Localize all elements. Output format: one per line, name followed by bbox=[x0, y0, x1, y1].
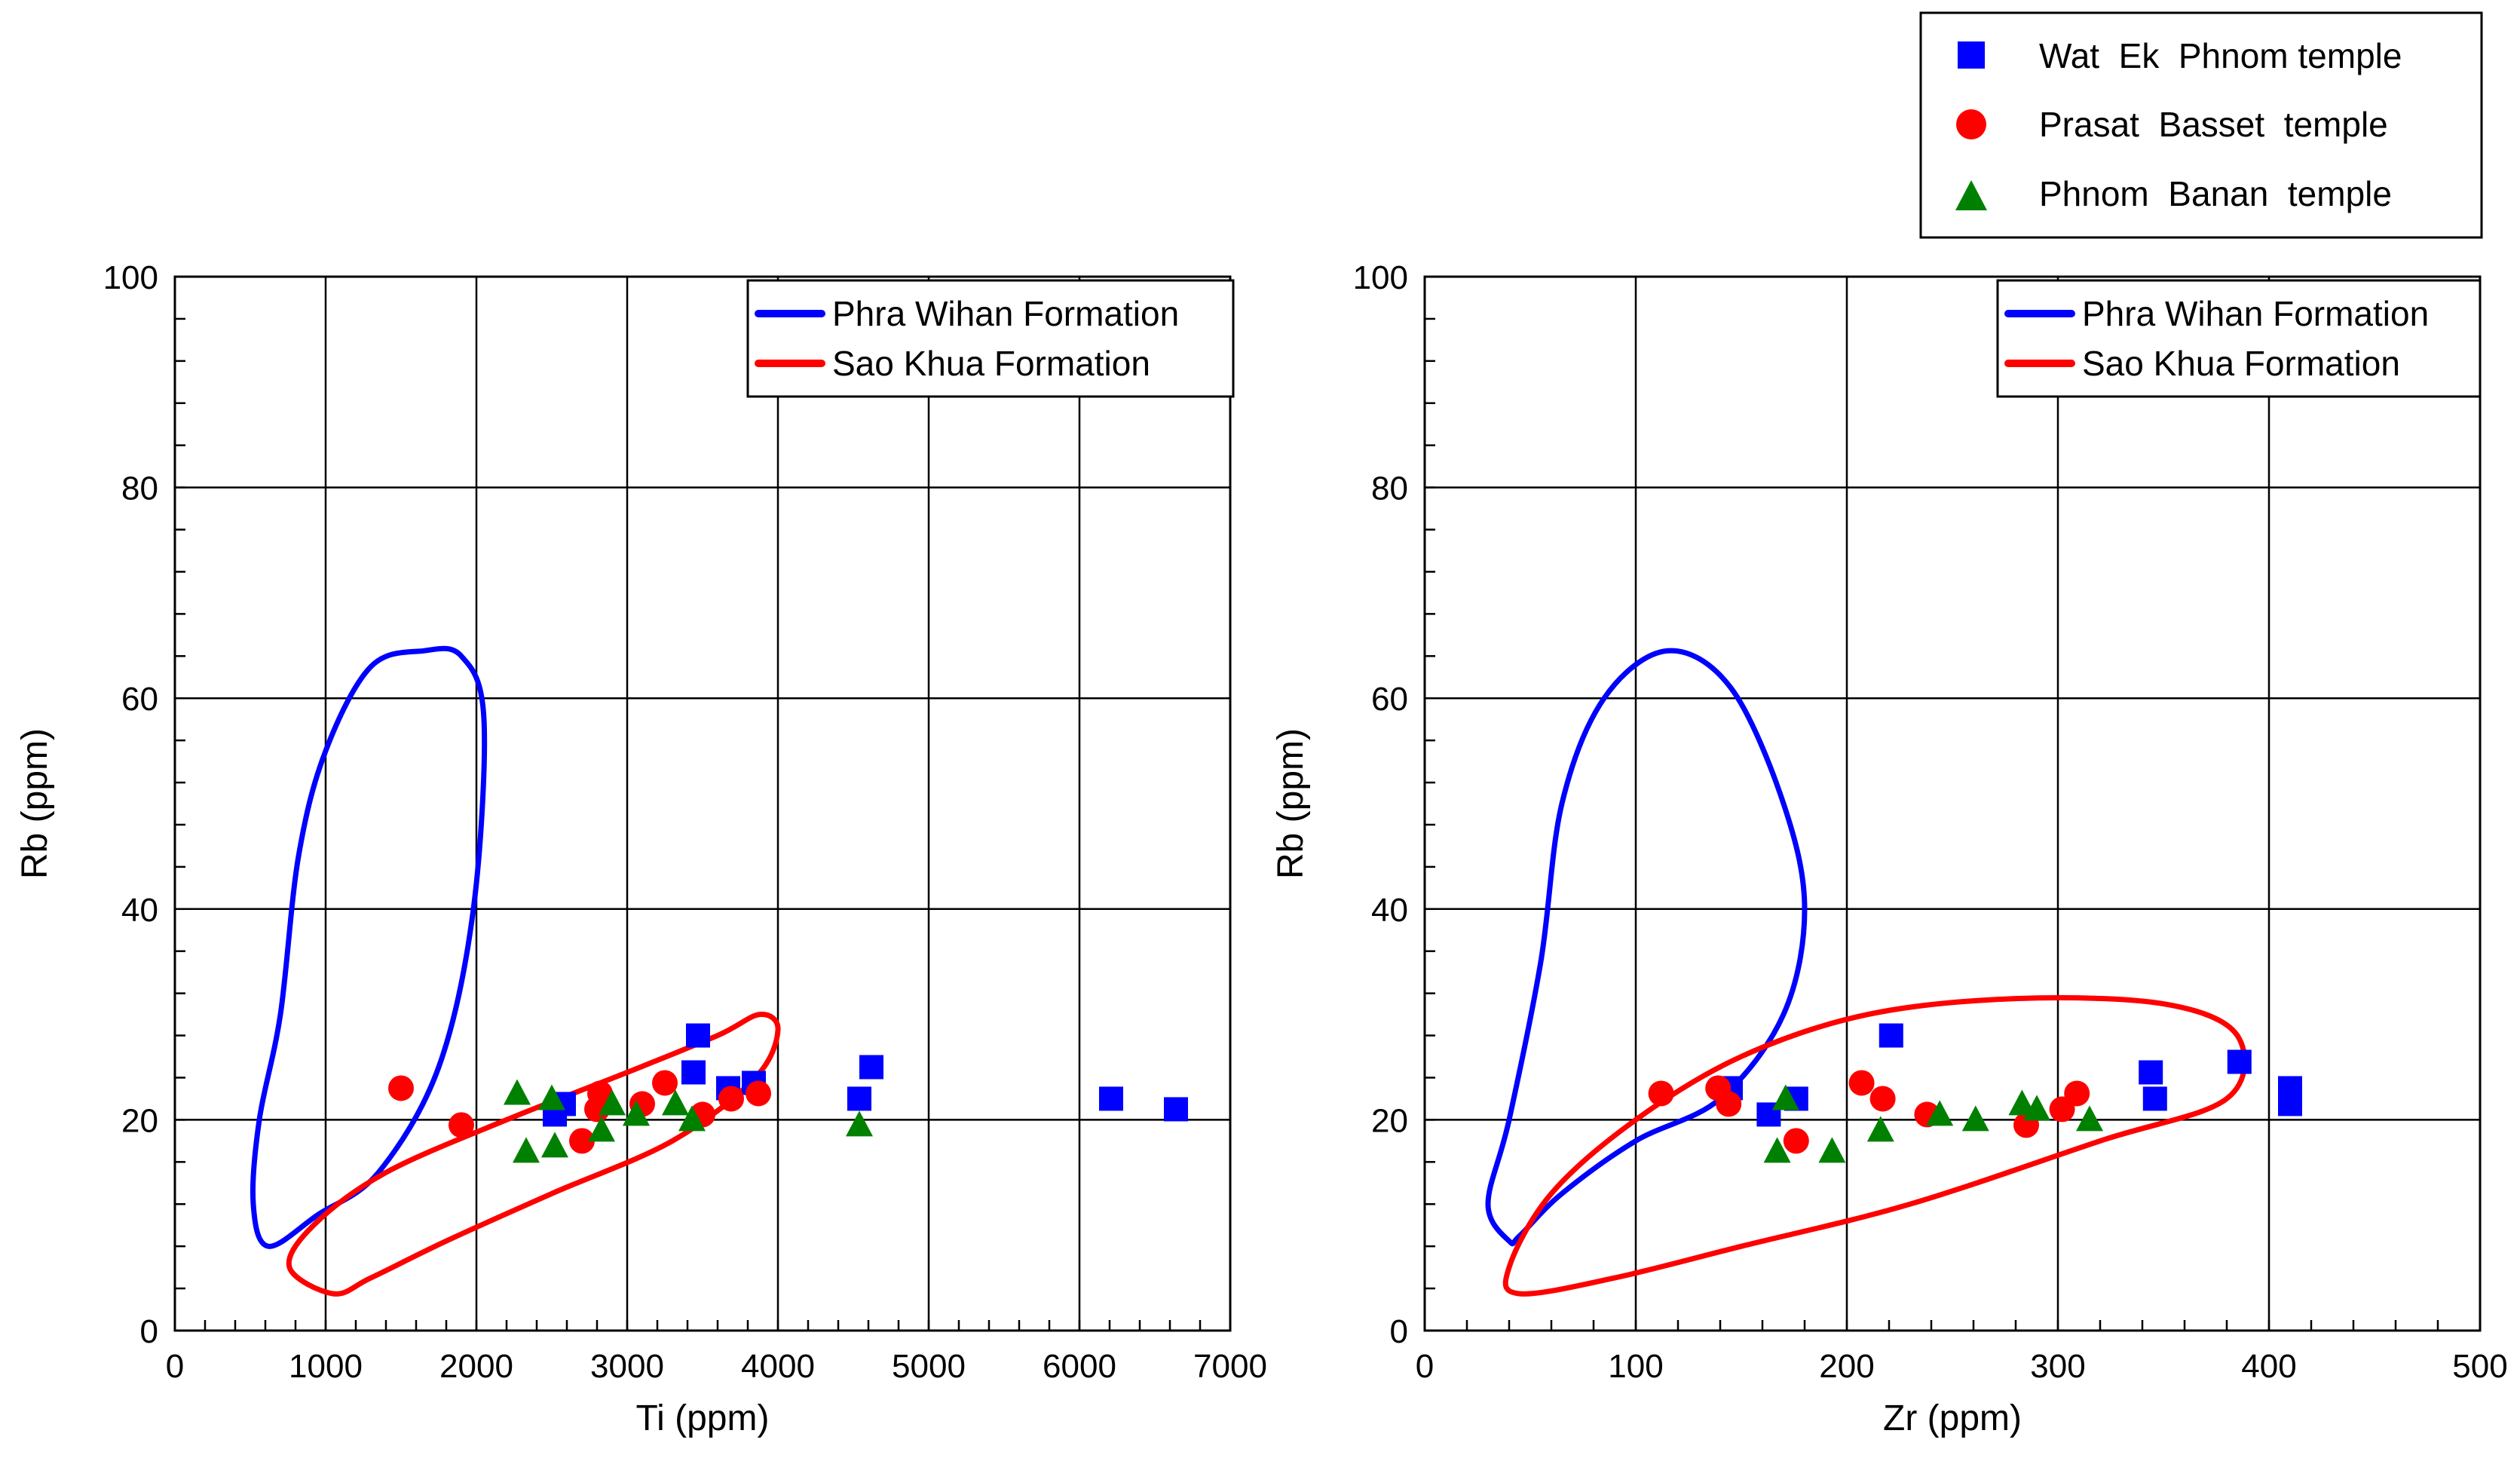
point-phnom-banan-temple bbox=[846, 1110, 873, 1137]
y-tick-label: 60 bbox=[121, 681, 158, 718]
x-tick-label: 3000 bbox=[590, 1348, 664, 1385]
point-phnom-banan-temple bbox=[1771, 1084, 1799, 1110]
point-wat-ek-phnom-temple bbox=[1164, 1097, 1188, 1122]
point-wat-ek-phnom-temple bbox=[859, 1055, 883, 1080]
point-phnom-banan-temple bbox=[1866, 1116, 1894, 1142]
point-wat-ek-phnom-temple bbox=[1099, 1086, 1123, 1111]
point-phnom-banan-temple bbox=[599, 1089, 626, 1116]
point-phnom-banan-temple bbox=[2008, 1089, 2036, 1116]
y-tick-label: 60 bbox=[1371, 681, 1408, 718]
sample-legend-box bbox=[1919, 11, 2483, 239]
point-wat-ek-phnom-temple bbox=[2278, 1092, 2302, 1116]
point-prasat-basset-temple bbox=[718, 1086, 744, 1112]
point-prasat-basset-temple bbox=[449, 1112, 474, 1138]
point-prasat-basset-temple bbox=[2064, 1080, 2090, 1107]
point-prasat-basset-temple bbox=[1848, 1070, 1875, 1096]
point-phnom-banan-temple bbox=[588, 1116, 615, 1142]
point-wat-ek-phnom-temple bbox=[2227, 1049, 2252, 1074]
point-phnom-banan-temple bbox=[1818, 1137, 1846, 1163]
point-prasat-basset-temple bbox=[1869, 1086, 1896, 1112]
x-tick-label: 6000 bbox=[1043, 1348, 1116, 1385]
x-tick-label: 5000 bbox=[892, 1348, 966, 1385]
x-tick-label: 2000 bbox=[439, 1348, 513, 1385]
point-phnom-banan-temple bbox=[504, 1079, 531, 1105]
plot-area bbox=[175, 277, 1230, 1331]
x-axis-title: Zr (ppm) bbox=[1883, 1398, 2022, 1438]
field-outline-sao-khua-formation bbox=[286, 1012, 781, 1297]
y-axis-title: Rb (ppm) bbox=[15, 728, 55, 879]
x-tick-label: 1000 bbox=[289, 1348, 363, 1385]
y-tick-label: 100 bbox=[103, 259, 158, 296]
point-wat-ek-phnom-temple bbox=[2139, 1060, 2163, 1085]
x-tick-label: 500 bbox=[2452, 1348, 2507, 1385]
y-tick-label: 0 bbox=[1390, 1313, 1408, 1350]
point-prasat-basset-temple bbox=[746, 1080, 771, 1107]
x-tick-label: 0 bbox=[1416, 1348, 1434, 1385]
x-tick-label: 4000 bbox=[741, 1348, 815, 1385]
legend-label-wat-ek-phnom: Wat Ek Phnom temple bbox=[2039, 36, 2402, 75]
field-legend-label-phra-wihan-formation: Phra Wihan Formation bbox=[832, 294, 1179, 333]
point-phnom-banan-temple bbox=[513, 1137, 540, 1163]
y-tick-label: 20 bbox=[121, 1102, 158, 1139]
y-tick-label: 0 bbox=[140, 1313, 158, 1350]
y-tick-label: 40 bbox=[121, 892, 158, 929]
point-phnom-banan-temple bbox=[1763, 1137, 1791, 1163]
y-axis-title: Rb (ppm) bbox=[1271, 728, 1311, 879]
y-tick-label: 80 bbox=[1371, 470, 1408, 507]
chart-zr-vs-rb: 0 100 200 300 400 500 0 20 40 60 80 100 Zr (ppm) Rb (… bbox=[1271, 259, 2508, 1438]
field-legend-box bbox=[1996, 279, 2482, 398]
x-tick-label: 200 bbox=[1819, 1348, 1874, 1385]
legend-marker-triangle bbox=[1955, 180, 1987, 210]
sample-legend: Wat Ek Phnom temple Prasat Basset temple… bbox=[1919, 11, 2483, 239]
point-prasat-basset-temple bbox=[1648, 1080, 1674, 1107]
point-prasat-basset-temple bbox=[587, 1080, 613, 1107]
y-tick-label: 20 bbox=[1371, 1102, 1408, 1139]
point-wat-ek-phnom-temple bbox=[1879, 1023, 1903, 1048]
legend-label-prasat-basset: Prasat Basset temple bbox=[2039, 105, 2388, 144]
point-phnom-banan-temple bbox=[662, 1089, 689, 1116]
y-tick-label: 80 bbox=[121, 470, 158, 507]
y-tick-label: 40 bbox=[1371, 892, 1408, 929]
field-legend-label-sao-khua-formation: Sao Khua Formation bbox=[2082, 344, 2400, 383]
field-outline-phra-wihan-formation bbox=[1485, 648, 1808, 1247]
plot-frame bbox=[1423, 275, 2482, 1332]
point-prasat-basset-temple bbox=[569, 1128, 595, 1154]
field-legend-box bbox=[746, 279, 1235, 398]
x-tick-label: 0 bbox=[166, 1348, 184, 1385]
point-wat-ek-phnom-temple bbox=[686, 1023, 710, 1048]
point-phnom-banan-temple bbox=[2023, 1095, 2050, 1121]
point-wat-ek-phnom-temple bbox=[847, 1086, 871, 1111]
point-wat-ek-phnom-temple bbox=[681, 1060, 706, 1085]
x-tick-label: 7000 bbox=[1193, 1348, 1267, 1385]
point-wat-ek-phnom-temple bbox=[2142, 1086, 2167, 1111]
chart-ti-vs-rb: 0 1000 2000 3000 4000 5000 6000 7000 0 20 40 60 80 10… bbox=[15, 259, 1267, 1438]
legend-marker-square bbox=[1958, 41, 1985, 69]
field-legend-label-sao-khua-formation: Sao Khua Formation bbox=[832, 344, 1150, 383]
point-phnom-banan-temple bbox=[678, 1105, 706, 1132]
point-phnom-banan-temple bbox=[2076, 1105, 2103, 1132]
legend-marker-circle bbox=[1956, 109, 1986, 139]
legend-label-phnom-banan: Phnom Banan temple bbox=[2039, 174, 2392, 213]
field-outline-sao-khua-formation bbox=[1502, 995, 2248, 1297]
point-prasat-basset-temple bbox=[1783, 1128, 1809, 1154]
point-prasat-basset-temple bbox=[1716, 1091, 1742, 1117]
x-tick-label: 300 bbox=[2030, 1348, 2085, 1385]
plot-frame bbox=[173, 275, 1232, 1332]
x-axis-title: Ti (ppm) bbox=[636, 1398, 770, 1438]
point-phnom-banan-temple bbox=[623, 1100, 650, 1126]
field-legend-label-phra-wihan-formation: Phra Wihan Formation bbox=[2082, 294, 2429, 333]
plot-area bbox=[1425, 277, 2480, 1331]
point-prasat-basset-temple bbox=[652, 1070, 678, 1096]
y-tick-label: 100 bbox=[1353, 259, 1408, 296]
point-prasat-basset-temple bbox=[388, 1075, 414, 1101]
x-tick-label: 400 bbox=[2241, 1348, 2296, 1385]
field-outline-phra-wihan-formation bbox=[250, 645, 488, 1249]
x-tick-label: 100 bbox=[1608, 1348, 1663, 1385]
point-phnom-banan-temple bbox=[1926, 1100, 1954, 1126]
point-phnom-banan-temple bbox=[538, 1084, 565, 1110]
point-phnom-banan-temple bbox=[541, 1132, 568, 1158]
point-phnom-banan-temple bbox=[1961, 1105, 1989, 1132]
